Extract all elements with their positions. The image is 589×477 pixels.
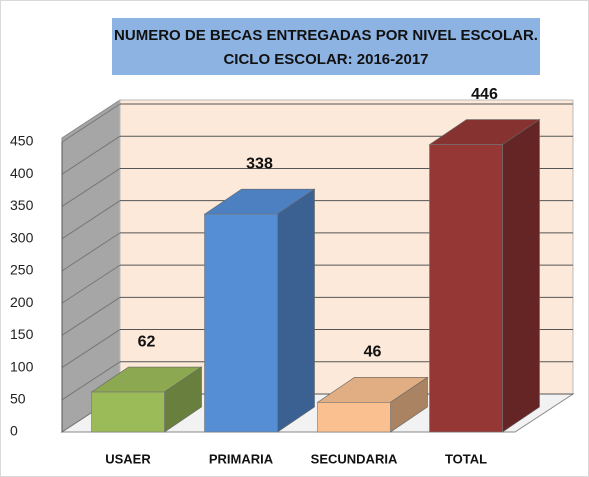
- grid-line: [61, 296, 121, 336]
- chart-title: NUMERO DE BECAS ENTREGADAS POR NIVEL ESC…: [114, 27, 538, 44]
- y-tick-label: 450: [10, 133, 34, 149]
- grid-line: [61, 168, 121, 207]
- grid-line: [61, 200, 121, 240]
- data-label: 338: [246, 155, 273, 172]
- grid-line: [61, 329, 121, 368]
- bar: [317, 402, 391, 433]
- x-tick-label: TOTAL: [445, 451, 487, 466]
- bar: [91, 391, 165, 433]
- chart-subtitle: CICLO ESCOLAR: 2016-2017: [223, 51, 428, 68]
- x-tick-label: PRIMARIA: [209, 451, 274, 466]
- data-label: 46: [364, 344, 382, 361]
- grid-line: [61, 103, 121, 143]
- x-tick-label: SECUNDARIA: [311, 451, 398, 466]
- x-tick-label: USAER: [105, 451, 151, 466]
- grid-line: [61, 361, 121, 401]
- y-tick-label: 50: [10, 390, 26, 406]
- data-label: 446: [471, 86, 498, 103]
- y-tick-label: 350: [10, 197, 34, 213]
- y-tick-label: 250: [10, 262, 34, 278]
- y-tick-label: 200: [10, 294, 34, 310]
- y-tick-label: 0: [10, 423, 18, 439]
- y-tick-label: 150: [10, 326, 34, 342]
- bar-side: [277, 188, 315, 433]
- bar: [204, 213, 278, 433]
- y-tick-label: 400: [10, 165, 34, 181]
- grid-line: [61, 135, 121, 175]
- data-label: 62: [138, 333, 156, 350]
- y-tick-label: 100: [10, 358, 34, 374]
- grid-line: [61, 264, 121, 304]
- y-tick-label: 300: [10, 229, 34, 245]
- bar-side: [502, 119, 540, 433]
- bar: [429, 144, 503, 433]
- grid-line: [61, 232, 121, 272]
- title-box: [112, 18, 540, 75]
